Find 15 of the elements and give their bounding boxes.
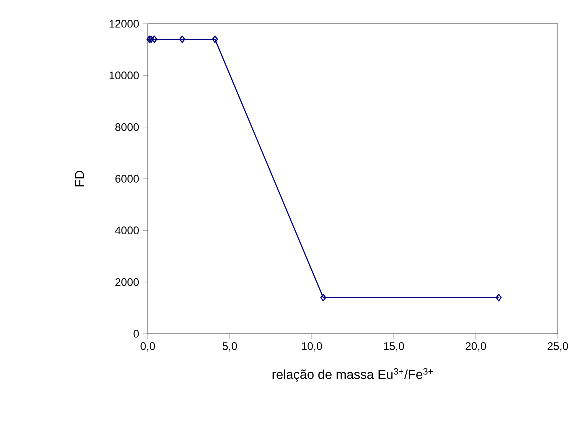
y-tick-label: 4000 [115, 226, 140, 235]
y-tick-label: 0 [134, 330, 140, 338]
x-tick-label: 25,0 [548, 342, 568, 352]
x-tick-label: 5,0 [222, 342, 238, 352]
y-tick-label: 6000 [116, 175, 140, 183]
x-axis-title: relação de massa Eu$^{3+}$/Fe$^{3+}$ [272, 368, 434, 382]
x-tick-label: 10,0 [302, 342, 322, 352]
y-tick-label: 10000 [110, 72, 140, 80]
x-tick-label: 15,0 [384, 342, 404, 352]
x-tick-label: 20,0 [466, 342, 486, 352]
y-axis-title: FD [75, 170, 84, 187]
x-tick-label: 0,0 [140, 342, 156, 352]
y-tick-label: 12000 [110, 20, 140, 28]
y-tick-label: 8000 [116, 123, 140, 132]
y-tick-label: 2000 [116, 278, 140, 286]
